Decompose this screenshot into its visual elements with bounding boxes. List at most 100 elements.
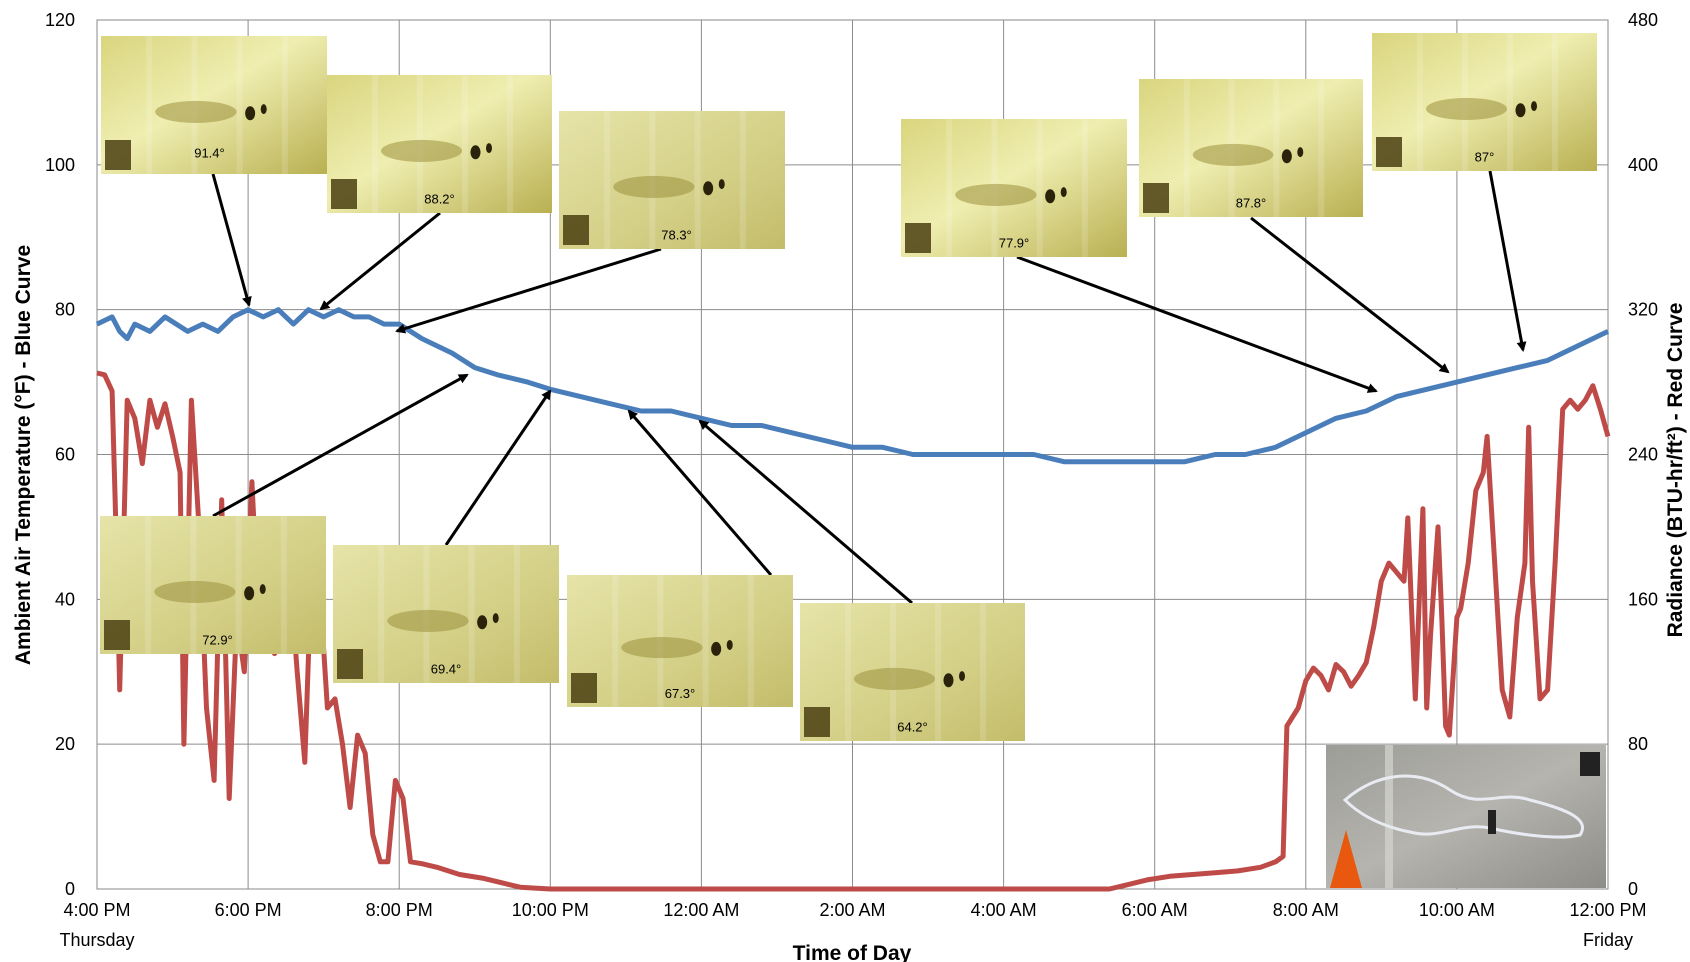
thermal-temperature-label: 88.2° <box>424 191 455 206</box>
x-tick-day-label: Thursday <box>59 930 134 950</box>
thermal-temperature-label: 67.3° <box>665 686 696 701</box>
thermal-corner-object <box>905 223 931 253</box>
thermal-dark-spot <box>260 104 267 115</box>
left-tick-label: 80 <box>55 300 75 320</box>
x-tick-label: 12:00 AM <box>663 900 739 920</box>
thermal-streak <box>468 545 475 683</box>
left-tick-label: 60 <box>55 445 75 465</box>
thermal-image: 72.9° <box>100 516 326 654</box>
thermal-temperature-label: 78.3° <box>661 227 692 242</box>
annotation-arrow <box>1250 216 1450 374</box>
thermal-streak <box>739 111 746 249</box>
annotation-arrow <box>1016 255 1378 393</box>
thermal-dark-spot <box>477 615 488 630</box>
thermal-blob <box>387 609 469 632</box>
annotation-arrow <box>627 409 773 576</box>
thermal-streak <box>145 516 152 654</box>
thermal-streak <box>1318 79 1325 217</box>
thermal-dark-spot <box>259 584 266 595</box>
thermal-corner-object <box>331 179 357 209</box>
thermal-temperature-label: 87° <box>1475 149 1495 164</box>
thermal-streak <box>235 516 242 654</box>
thermal-streak <box>612 575 619 707</box>
thermal-temperature-label: 77.9° <box>999 235 1030 250</box>
thermal-dark-spot <box>959 671 965 682</box>
thermal-dark-spot <box>245 106 256 121</box>
thermal-dark-spot <box>492 613 499 624</box>
thermal-image: 91.4° <box>101 36 327 174</box>
annotation-arrow <box>1488 170 1527 352</box>
thermal-blob <box>155 100 237 123</box>
right-axis-ticks: 0 80 160 240 320 400 480 <box>1628 10 1658 899</box>
thermal-streak <box>694 111 701 249</box>
right-tick-label: 480 <box>1628 10 1658 30</box>
thermal-streak <box>378 545 385 683</box>
x-axis-title: Time of Day <box>793 942 912 962</box>
thermal-streak <box>702 575 709 707</box>
thermal-streak <box>372 75 378 213</box>
right-tick-label: 240 <box>1628 445 1658 465</box>
site-photo-outline <box>1342 774 1584 839</box>
thermal-dark-spot <box>470 145 481 160</box>
left-tick-label: 20 <box>55 734 75 754</box>
thermal-streak <box>1552 33 1558 171</box>
annotation-arrow <box>212 373 469 518</box>
x-tick-label: 12:00 PM <box>1569 900 1646 920</box>
annotation-arrow <box>395 247 662 334</box>
thermal-streak <box>980 603 986 741</box>
thermal-dark-spot <box>486 143 492 154</box>
right-tick-label: 80 <box>1628 734 1648 754</box>
x-tick-label: 8:00 AM <box>1273 900 1339 920</box>
traffic-cone <box>1330 830 1362 888</box>
thermal-dark-spot <box>1281 149 1292 164</box>
thermal-dark-spot <box>1045 189 1056 204</box>
thermal-corner-object <box>1143 183 1169 213</box>
site-photo-joint <box>1385 745 1393 888</box>
thermal-blob <box>381 139 462 162</box>
right-tick-label: 160 <box>1628 589 1658 609</box>
thermal-image: 69.4° <box>333 545 559 683</box>
thermal-blob <box>854 667 935 690</box>
thermal-dark-spot <box>1531 101 1537 112</box>
thermal-streak <box>1507 33 1513 171</box>
thermal-streak <box>1183 79 1190 217</box>
thermal-dark-spot <box>711 641 722 656</box>
thermal-dark-spot <box>726 639 733 650</box>
thermal-corner-object <box>337 649 363 679</box>
left-tick-label: 40 <box>55 589 75 609</box>
thermal-streak <box>462 75 468 213</box>
right-tick-label: 320 <box>1628 300 1658 320</box>
thermal-corner-object <box>105 140 131 170</box>
thermal-temperature-label: 87.8° <box>1236 195 1267 210</box>
thermal-dark-spot <box>703 181 714 196</box>
thermal-corner-object <box>571 673 597 703</box>
thermal-streak <box>513 545 520 683</box>
x-tick-label: 8:00 PM <box>366 900 433 920</box>
thermal-temperature-label: 64.2° <box>897 719 928 734</box>
thermal-image: 88.2° <box>327 75 552 213</box>
x-tick-label: 4:00 PM <box>63 900 130 920</box>
thermal-streak <box>236 36 243 174</box>
x-tick-label: 10:00 AM <box>1419 900 1495 920</box>
thermal-streak <box>1273 79 1280 217</box>
right-tick-label: 400 <box>1628 155 1658 175</box>
thermal-blob <box>621 637 703 659</box>
thermal-dark-spot <box>1297 147 1304 158</box>
x-tick-label: 10:00 PM <box>512 900 589 920</box>
thermal-corner-object <box>804 707 830 737</box>
thermal-streak <box>507 75 513 213</box>
thermal-blob <box>1192 143 1274 166</box>
thermal-streak <box>935 603 941 741</box>
thermal-corner-object <box>563 215 589 245</box>
x-axis-ticks: 4:00 PM Thursday 6:00 PM 8:00 PM 10:00 PM 12:… <box>59 900 1646 950</box>
thermal-blob <box>1426 97 1507 120</box>
annotation-arrow <box>211 173 252 307</box>
thermal-streak <box>747 575 754 707</box>
site-photo-object <box>1488 810 1496 834</box>
thermal-streak <box>604 111 611 249</box>
temperature-series-line <box>95 307 1610 465</box>
left-tick-label: 0 <box>65 879 75 899</box>
thermal-temperature-label: 69.4° <box>431 661 462 676</box>
thermal-streak <box>845 603 851 741</box>
